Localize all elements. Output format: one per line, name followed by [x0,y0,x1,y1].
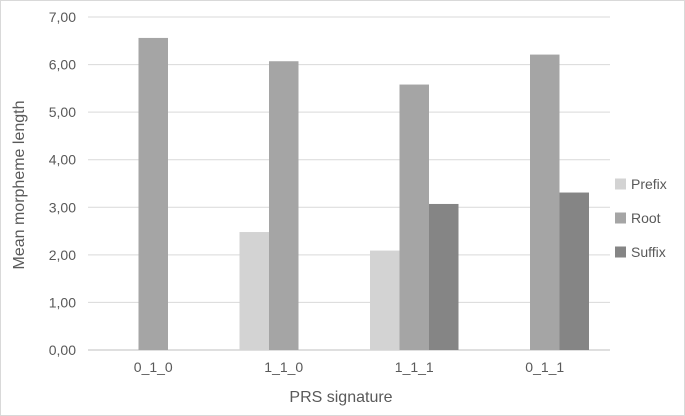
y-tick-label: 7,00 [49,9,76,25]
y-tick-label: 5,00 [49,104,76,120]
y-tick-labels: 0,00 1,00 2,00 3,00 4,00 5,00 6,00 7,00 [49,9,76,358]
gridlines [88,16,610,351]
bar-suffix-1_1_1 [429,203,459,350]
bars [138,37,589,351]
legend-swatch-root [615,212,626,224]
legend-swatch-prefix [615,178,626,190]
x-tick-label: 1_1_1 [395,359,434,375]
bar-root-0_1_1 [530,54,560,351]
bar-root-0_1_0 [138,37,168,350]
x-tick-labels: 0_1_0 1_1_0 1_1_1 0_1_1 [134,359,565,375]
bar-prefix-1_1_1 [370,250,400,350]
legend-label-root: Root [631,210,661,226]
y-tick-label: 0,00 [49,342,76,358]
y-tick-label: 3,00 [49,199,76,215]
y-axis-title: Mean morpheme length [11,101,28,270]
y-tick-label: 6,00 [49,57,76,73]
y-tick-label: 4,00 [49,152,76,168]
legend-label-suffix: Suffix [631,244,666,260]
y-tick-label: 2,00 [49,247,76,263]
bar-root-1_1_1 [399,84,429,351]
y-tick-label: 1,00 [49,294,76,310]
bar-prefix-1_1_0 [239,232,269,350]
x-tick-label: 0_1_1 [525,359,564,375]
legend-swatch-suffix [615,246,626,258]
x-tick-label: 0_1_0 [134,359,173,375]
x-tick-label: 1_1_0 [264,359,303,375]
legend-label-prefix: Prefix [631,176,667,192]
legend: Prefix Root Suffix [615,176,667,260]
bar-suffix-0_1_1 [559,192,589,350]
bar-root-1_1_0 [269,61,299,351]
x-axis-title: PRS signature [289,389,392,406]
